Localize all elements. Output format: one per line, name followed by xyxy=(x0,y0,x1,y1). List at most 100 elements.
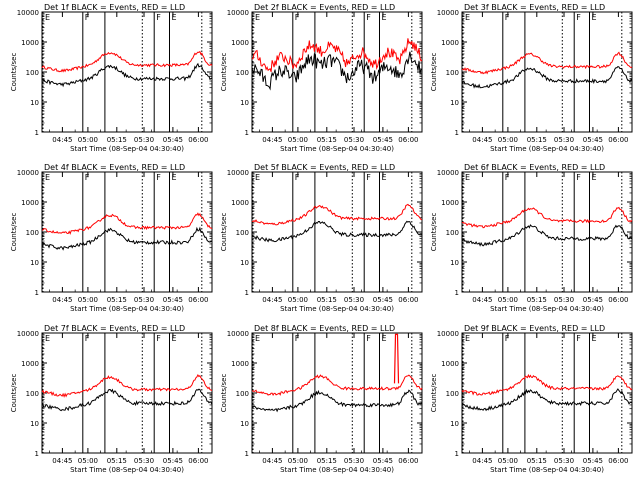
x-axis-label: Start Time (08-Sep-04 04:30:40) xyxy=(70,145,184,153)
y-tick-label: 10000 xyxy=(227,169,249,177)
y-tick-label: 1 xyxy=(455,129,459,137)
marker-label-e2: E xyxy=(382,13,387,22)
marker-label-f2: F xyxy=(366,13,371,22)
series-line-events xyxy=(251,389,423,413)
y-tick-label: 100 xyxy=(26,69,39,77)
marker-label-f: F xyxy=(295,334,300,343)
plot-frame xyxy=(41,11,213,133)
panel-title: Det 6f BLACK = Events, RED = LLD xyxy=(464,163,605,172)
y-tick-label: 1 xyxy=(455,450,459,458)
x-tick-label: 05:00 xyxy=(498,296,518,304)
x-tick-label: 05:00 xyxy=(288,136,308,144)
x-tick-label: 05:00 xyxy=(78,457,98,465)
y-tick-label: 100 xyxy=(236,69,249,77)
marker-label-f: F xyxy=(85,334,90,343)
series-line-events xyxy=(462,66,633,89)
marker-label-e2: E xyxy=(592,334,597,343)
x-tick-label: 05:30 xyxy=(554,136,574,144)
x-tick-label: 05:45 xyxy=(583,457,603,465)
x-tick-label: 06:00 xyxy=(188,296,208,304)
y-tick-label: 10000 xyxy=(17,330,39,338)
x-tick-label: 04:45 xyxy=(262,457,282,465)
x-tick-label: 05:30 xyxy=(344,457,364,465)
y-axis-label: Counts/sec xyxy=(10,53,18,92)
marker-label-f2: F xyxy=(156,334,161,343)
marker-label-f2: F xyxy=(156,173,161,182)
y-tick-label: 10000 xyxy=(227,330,249,338)
marker-label-f2: F xyxy=(576,173,581,182)
plot-frame xyxy=(461,171,633,293)
x-axis-label: Start Time (08-Sep-04 04:30:40) xyxy=(490,466,604,474)
y-tick-label: 10 xyxy=(30,420,39,428)
panel-det-6: Det 6f BLACK = Events, RED = LLD 1 10 100 10… xyxy=(430,163,633,313)
plot-frame xyxy=(41,171,213,293)
marker-label-e: E xyxy=(255,173,260,182)
series-spike-lld xyxy=(393,333,400,384)
y-tick-label: 100 xyxy=(236,390,249,398)
panel-det-8: Det 8f BLACK = Events, RED = LLD 1 10 100 10… xyxy=(220,324,423,474)
y-axis-label: Counts/sec xyxy=(220,53,228,92)
y-tick-label: 10 xyxy=(450,420,459,428)
x-tick-label: 04:45 xyxy=(52,296,72,304)
plot-frame xyxy=(41,332,213,454)
x-tick-label: 05:30 xyxy=(134,136,154,144)
x-axis-label: Start Time (08-Sep-04 04:30:40) xyxy=(70,305,184,313)
series-line-events xyxy=(41,388,213,412)
marker-label-f: F xyxy=(295,173,300,182)
y-tick-label: 10 xyxy=(450,99,459,107)
x-axis-label: Start Time (08-Sep-04 04:30:40) xyxy=(490,305,604,313)
x-tick-label: 06:00 xyxy=(608,136,628,144)
x-tick-label: 06:00 xyxy=(188,457,208,465)
x-tick-label: 04:45 xyxy=(52,457,72,465)
y-tick-label: 1000 xyxy=(441,39,459,47)
marker-label-e: E xyxy=(45,13,50,22)
y-axis-label: Counts/sec xyxy=(430,374,438,413)
y-tick-label: 1000 xyxy=(21,199,39,207)
x-tick-label: 04:45 xyxy=(52,136,72,144)
x-tick-label: 05:30 xyxy=(134,296,154,304)
marker-label-f: F xyxy=(85,13,90,22)
y-tick-label: 10 xyxy=(240,420,249,428)
y-tick-label: 1000 xyxy=(231,360,249,368)
marker-label-e: E xyxy=(465,173,470,182)
marker-label-f: F xyxy=(295,13,300,22)
y-tick-label: 1000 xyxy=(231,199,249,207)
y-tick-label: 10 xyxy=(30,259,39,267)
marker-label-e: E xyxy=(465,13,470,22)
panel-title: Det 7f BLACK = Events, RED = LLD xyxy=(44,324,185,333)
y-tick-label: 10 xyxy=(450,259,459,267)
y-tick-label: 10000 xyxy=(437,169,459,177)
series-line-lld xyxy=(41,374,213,398)
y-axis-label: Counts/sec xyxy=(10,213,18,252)
panel-title: Det 4f BLACK = Events, RED = LLD xyxy=(44,163,185,172)
series-line-events xyxy=(41,226,213,251)
x-tick-label: 05:00 xyxy=(288,457,308,465)
y-tick-label: 1 xyxy=(35,289,39,297)
y-axis-label: Counts/sec xyxy=(220,213,228,252)
x-axis-label: Start Time (08-Sep-04 04:30:40) xyxy=(280,305,394,313)
marker-label-e: E xyxy=(465,334,470,343)
y-tick-label: 10 xyxy=(240,259,249,267)
series-line-lld xyxy=(461,373,633,396)
panel-title: Det 5f BLACK = Events, RED = LLD xyxy=(254,163,395,172)
y-tick-label: 1000 xyxy=(231,39,249,47)
y-tick-label: 100 xyxy=(446,229,459,237)
y-tick-label: 10000 xyxy=(17,9,39,17)
x-tick-label: 05:00 xyxy=(498,457,518,465)
marker-label-e2: E xyxy=(172,334,177,343)
series-line-lld xyxy=(42,212,213,235)
y-axis-label: Counts/sec xyxy=(430,213,438,252)
y-tick-label: 1 xyxy=(245,289,249,297)
y-tick-label: 1 xyxy=(455,289,459,297)
x-axis-label: Start Time (08-Sep-04 04:30:40) xyxy=(70,466,184,474)
x-axis-label: Start Time (08-Sep-04 04:30:40) xyxy=(280,466,394,474)
panel-title: Det 2f BLACK = Events, RED = LLD xyxy=(254,3,395,12)
panel-det-7: Det 7f BLACK = Events, RED = LLD 1 10 100 10… xyxy=(10,324,213,474)
x-tick-label: 05:15 xyxy=(317,457,337,465)
x-tick-label: 05:15 xyxy=(107,296,127,304)
series-line-events xyxy=(41,62,213,88)
marker-label-f2: F xyxy=(366,173,371,182)
marker-label-e2: E xyxy=(172,173,177,182)
x-tick-label: 04:45 xyxy=(472,296,492,304)
x-tick-label: 05:30 xyxy=(554,457,574,465)
